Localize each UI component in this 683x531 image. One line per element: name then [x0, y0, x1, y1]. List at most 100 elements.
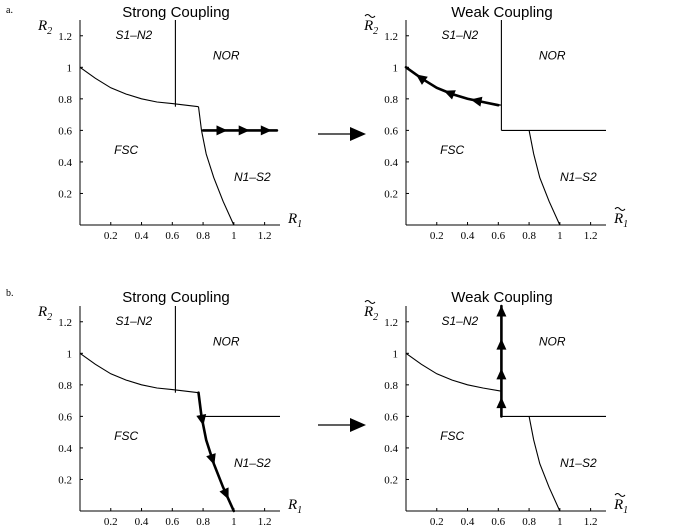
y-axis-label-main: R [363, 18, 373, 34]
region-label: N1–S2 [560, 170, 597, 184]
flow-arrowhead [196, 413, 207, 426]
y-tick-label: 0.8 [58, 380, 72, 392]
y-axis-label-sub: 2 [47, 312, 52, 323]
y-tick-label: 0.8 [58, 94, 72, 106]
x-axis-label-sub: 1 [623, 219, 628, 230]
flow-path [404, 66, 500, 107]
x-tick-label: 0.8 [196, 516, 210, 528]
x-tick-label: 0.6 [491, 516, 505, 528]
x-tick-label: 0.8 [522, 230, 536, 242]
y-tick-label: 0.8 [384, 94, 398, 106]
region-label: NOR [213, 334, 240, 348]
x-tick-label: 0.8 [522, 516, 536, 528]
flow-arrowhead [238, 125, 250, 136]
phase-boundary [197, 392, 280, 417]
y-tick-label: 1.2 [58, 317, 72, 329]
x-axis-label-main: R [613, 497, 623, 513]
region-label: S1–N2 [441, 28, 478, 42]
x-axis-tilde [614, 493, 626, 497]
y-tick-label: 0.6 [384, 411, 398, 423]
x-tick-label: 1.2 [584, 516, 598, 528]
y-tick-label: 0.4 [384, 157, 398, 169]
y-tick-label: 1 [393, 62, 399, 74]
y-tick-label: 0.4 [384, 443, 398, 455]
y-tick-label: 0.4 [58, 157, 72, 169]
region-label: FSC [114, 143, 138, 157]
x-axis-label-main: R [287, 497, 297, 513]
transition-arrow-b-head [350, 418, 366, 432]
phase-boundary [405, 352, 502, 392]
x-tick-label: 0.6 [165, 230, 179, 242]
y-tick-label: 1.2 [384, 31, 398, 43]
x-tick-label: 1 [231, 230, 237, 242]
y-tick-label: 0.6 [58, 125, 72, 137]
x-axis-label-sub: 1 [297, 505, 302, 516]
y-axis-label-main: R [363, 304, 373, 320]
y-tick-label: 0.4 [58, 443, 72, 455]
x-tick-label: 0.2 [104, 516, 118, 528]
y-axis-label-main: R [37, 304, 47, 320]
region-label: FSC [440, 429, 464, 443]
x-tick-label: 0.4 [135, 516, 149, 528]
y-tick-label: 0.6 [384, 125, 398, 137]
y-tick-label: 1 [67, 348, 73, 360]
y-axis-label: R2 [37, 304, 52, 323]
y-tick-label: 0.6 [58, 411, 72, 423]
phase-boundary [79, 66, 199, 108]
x-axis-label: R1 [287, 211, 302, 230]
panel-b-strong-title: Strong Coupling [122, 289, 230, 306]
y-axis-label: R2 [37, 18, 52, 37]
panel-a-weak-coupling: 0.2 0.4 0.6 0.8 1 1.20.20.40.60.811.2R2R1S1–N… [363, 14, 628, 242]
x-tick-label: 0.6 [491, 230, 505, 242]
y-axis-label: R2 [363, 304, 378, 323]
phase-boundary [79, 352, 199, 394]
region-label: S1–N2 [115, 314, 152, 328]
flow-arrowhead [219, 487, 229, 500]
y-axis-tilde [364, 300, 376, 304]
region-label: NOR [539, 334, 566, 348]
region-label: NOR [539, 48, 566, 62]
panel-a-weak-title: Weak Coupling [451, 4, 552, 21]
flow-arrowhead [496, 305, 507, 317]
region-label: N1–S2 [234, 456, 271, 470]
x-tick-label: 0.2 [104, 230, 118, 242]
y-axis-label-sub: 2 [373, 26, 378, 37]
phase-boundary [197, 106, 235, 226]
x-tick-label: 1 [557, 230, 563, 242]
x-axis-label-sub: 1 [297, 219, 302, 230]
region-label: FSC [440, 143, 464, 157]
y-tick-label: 1 [67, 62, 73, 74]
y-tick-label: 1 [393, 348, 399, 360]
x-tick-label: 1.2 [584, 230, 598, 242]
y-tick-label: 1.2 [384, 317, 398, 329]
panel-a-strong-coupling: 0.2 0.4 0.6 0.8 1 1.20.20.40.60.811.2R2R1S1–N… [37, 18, 302, 242]
x-tick-label: 1.2 [258, 230, 272, 242]
y-tick-label: 0.8 [384, 380, 398, 392]
y-tick-label: 1.2 [58, 31, 72, 43]
x-axis-label-main: R [613, 211, 623, 227]
x-axis-label: R1 [287, 497, 302, 516]
y-axis-label-main: R [37, 18, 47, 34]
x-tick-label: 0.4 [461, 230, 475, 242]
panel-b-strong-coupling: 0.2 0.4 0.6 0.8 1 1.20.20.40.60.811.2R2R1S1–N… [37, 304, 302, 528]
transition-arrow-b [318, 418, 366, 432]
x-tick-label: 1 [231, 516, 237, 528]
x-axis-label-main: R [287, 211, 297, 227]
flow-arrowhead [496, 397, 507, 409]
y-tick-label: 0.2 [384, 188, 398, 200]
x-axis-tilde [614, 207, 626, 211]
x-tick-label: 0.4 [461, 516, 475, 528]
row-b-label: b. [6, 288, 14, 299]
region-label: N1–S2 [560, 456, 597, 470]
x-tick-label: 1.2 [258, 516, 272, 528]
y-axis-label-sub: 2 [373, 312, 378, 323]
x-tick-label: 0.2 [430, 230, 444, 242]
region-label: NOR [213, 48, 240, 62]
region-label: S1–N2 [441, 314, 478, 328]
transition-arrow-a-head [350, 127, 366, 141]
panel-a-strong-title: Strong Coupling [122, 4, 230, 21]
row-a-label: a. [6, 5, 13, 16]
region-label: FSC [114, 429, 138, 443]
flow-arrowhead [496, 368, 507, 380]
